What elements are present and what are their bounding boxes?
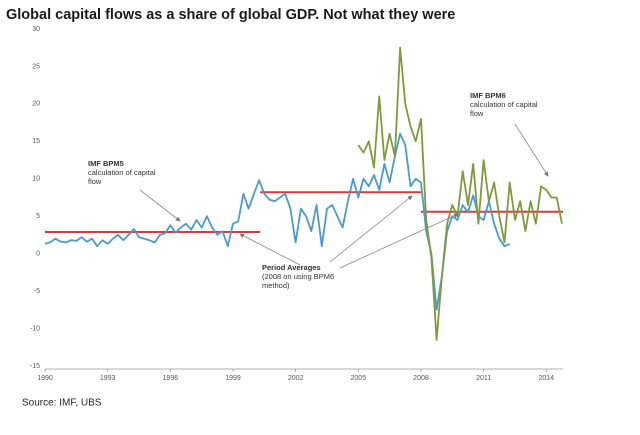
x-tick-label: 1999 <box>225 375 241 382</box>
y-tick-label: 5 <box>36 213 40 220</box>
y-tick-label: -15 <box>30 363 40 370</box>
x-tick-label: 1993 <box>100 375 116 382</box>
x-tick-label: 1990 <box>37 375 53 382</box>
y-tick-label: -10 <box>30 325 40 332</box>
x-tick-label: 2011 <box>476 375 491 382</box>
y-tick-label: 20 <box>32 101 40 108</box>
annotation: IMF BPM6 <box>470 91 506 100</box>
x-tick-label: 2002 <box>288 375 304 382</box>
annotation-arrow <box>514 123 549 177</box>
annotation: flow <box>470 109 484 118</box>
chart-title: Global capital flows as a share of globa… <box>6 7 455 23</box>
annotation: flow <box>88 177 102 186</box>
y-tick-label: 15 <box>32 138 40 145</box>
series-line <box>357 46 563 341</box>
y-tick-label: 25 <box>32 63 40 70</box>
annotation: (2008 on using BPM6 <box>262 272 334 281</box>
y-tick-label: 10 <box>32 176 40 183</box>
annotation: Period Averages <box>262 263 321 272</box>
annotation-arrow <box>329 195 413 263</box>
annotation: method) <box>262 281 290 290</box>
y-tick-label: 30 <box>32 26 40 33</box>
annotation-arrow <box>239 233 301 266</box>
annotation-arrow <box>139 189 181 222</box>
source-note: Source: IMF, UBS <box>22 398 102 409</box>
annotation: calculation of capital <box>470 100 538 109</box>
x-tick-label: 2008 <box>413 375 429 382</box>
x-tick-label: 2014 <box>539 375 555 382</box>
y-tick-label: -5 <box>34 288 40 295</box>
annotation-arrow <box>339 213 459 269</box>
y-tick-label: 0 <box>36 251 40 258</box>
annotation: IMF BPM5 <box>88 159 124 168</box>
annotation: calculation of capital <box>88 168 156 177</box>
x-tick-label: 1996 <box>163 375 179 382</box>
x-tick-label: 2005 <box>351 375 367 382</box>
